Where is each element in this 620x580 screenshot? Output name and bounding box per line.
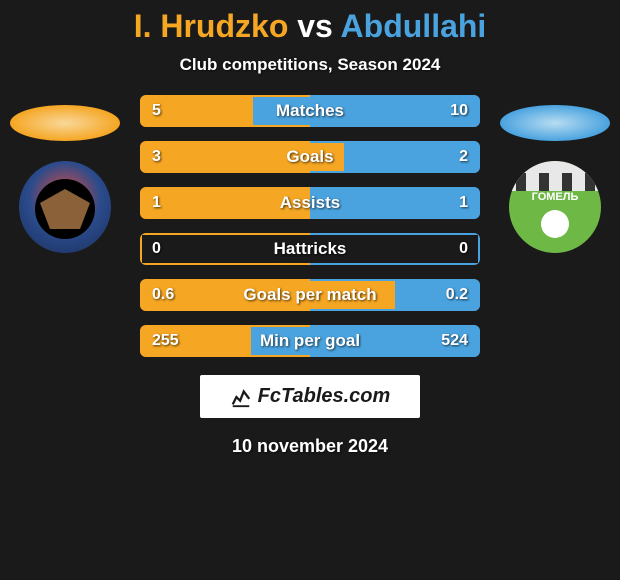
stat-row: Min per goal255 524 — [140, 325, 480, 357]
tower-icon — [562, 173, 572, 191]
stat-row: Goals per match0.6 0.2 — [140, 279, 480, 311]
badge2-castle — [509, 161, 601, 191]
stat-label: Min per goal — [140, 331, 480, 351]
stats-bars: Matches5 10 Goals3 2 Assists1 1 Hattricks0 0 Goa… — [140, 95, 480, 357]
stat-label: Matches — [140, 101, 480, 121]
stat-value-right: 1 — [459, 194, 468, 212]
stat-row: Hattricks0 0 — [140, 233, 480, 265]
date-text: 10 november 2024 — [232, 436, 388, 457]
stat-value-left: 0.6 — [152, 286, 174, 304]
tower-icon — [539, 173, 549, 191]
club-badge-left — [19, 161, 111, 253]
stat-row: Matches5 10 — [140, 95, 480, 127]
chart-icon — [230, 386, 252, 408]
left-badge-column — [10, 95, 120, 253]
player1-name: I. Hrudzko — [134, 8, 289, 44]
player2-name: Abdullahi — [341, 8, 487, 44]
stat-value-right: 0.2 — [446, 286, 468, 304]
player1-shadow-disc — [10, 105, 120, 141]
stat-value-right: 10 — [450, 102, 468, 120]
stat-label: Goals — [140, 147, 480, 167]
vs-text: vs — [297, 8, 333, 44]
brand-text: FcTables.com — [258, 385, 391, 408]
title: I. Hrudzko vs Abdullahi — [134, 8, 487, 45]
badge1-inner — [35, 179, 95, 239]
subtitle: Club competitions, Season 2024 — [180, 55, 441, 75]
brand-logo: FcTables.com — [200, 375, 421, 418]
club-badge-right: ГОМЕЛЬ — [509, 161, 601, 253]
stat-value-left: 5 — [152, 102, 161, 120]
stat-value-left: 0 — [152, 240, 161, 258]
tower-icon — [585, 173, 595, 191]
stat-value-left: 3 — [152, 148, 161, 166]
content-row: Matches5 10 Goals3 2 Assists1 1 Hattricks0 0 Goa… — [0, 95, 620, 357]
stat-value-left: 1 — [152, 194, 161, 212]
badge2-label: ГОМЕЛЬ — [509, 191, 601, 203]
stat-row: Assists1 1 — [140, 187, 480, 219]
comparison-widget: I. Hrudzko vs Abdullahi Club competition… — [0, 0, 620, 580]
stat-label: Goals per match — [140, 285, 480, 305]
player2-shadow-disc — [500, 105, 610, 141]
ball-icon — [541, 210, 569, 238]
stat-label: Hattricks — [140, 239, 480, 259]
stat-value-right: 0 — [459, 240, 468, 258]
stat-value-right: 2 — [459, 148, 468, 166]
right-badge-column: ГОМЕЛЬ — [500, 95, 610, 253]
stat-value-left: 255 — [152, 332, 179, 350]
eagle-icon — [40, 189, 90, 229]
tower-icon — [516, 173, 526, 191]
stat-row: Goals3 2 — [140, 141, 480, 173]
stat-value-right: 524 — [441, 332, 468, 350]
stat-label: Assists — [140, 193, 480, 213]
